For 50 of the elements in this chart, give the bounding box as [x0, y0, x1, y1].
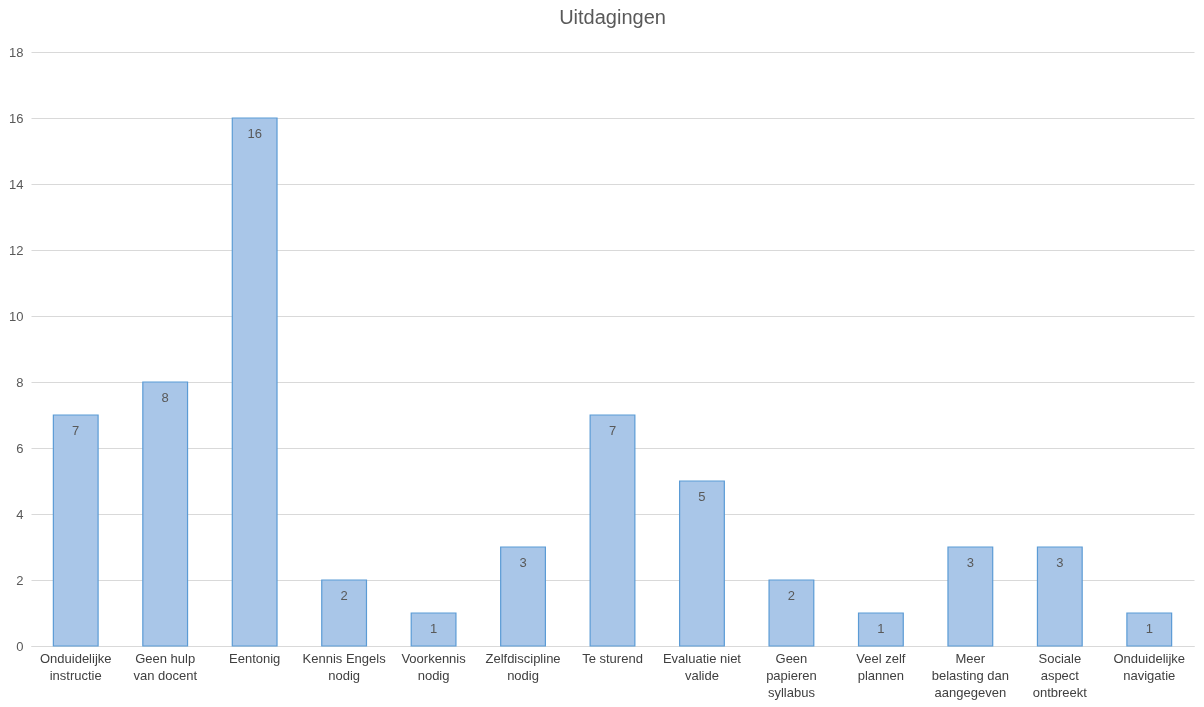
x-tick-label: Voorkennis nodig: [401, 650, 467, 683]
data-label: 8: [161, 390, 169, 405]
bar: [1126, 612, 1173, 647]
data-label: 2: [340, 588, 348, 603]
x-tick-label: Veel zelf plannen: [856, 650, 906, 683]
bar: [142, 381, 189, 647]
bar: [231, 117, 278, 647]
x-tick-label: Te sturend: [582, 650, 643, 666]
bar: [410, 612, 457, 647]
data-label: 3: [1056, 555, 1064, 570]
y-tick-label: 14: [9, 176, 24, 192]
y-tick-label: 4: [16, 506, 24, 522]
bar: [768, 579, 815, 647]
y-tick-label: 8: [16, 374, 24, 390]
bar: [500, 546, 546, 647]
bar: [857, 612, 904, 647]
y-tick-label: 6: [16, 440, 24, 456]
x-tick-label: Onduidelijke navigatie: [1113, 650, 1186, 683]
data-label: 1: [1145, 621, 1153, 636]
x-tick-label: Evaluatie niet valide: [662, 650, 742, 683]
data-label: 7: [608, 423, 617, 438]
y-tick-label: 10: [9, 308, 24, 324]
y-tick-label: 12: [9, 242, 24, 258]
x-tick-label: Sociale aspect ontbreekt: [1032, 650, 1088, 700]
data-label: 1: [429, 621, 438, 636]
x-tick-label: Eentonig: [228, 650, 281, 666]
chart-title: Uitdagingen: [559, 6, 666, 28]
x-tick-label: Meer belasting dan aangegeven: [931, 650, 1010, 700]
bar: [589, 414, 636, 647]
data-label: 3: [966, 555, 974, 570]
bar: [679, 480, 725, 647]
x-tick-label: Geen hulp van docent: [133, 650, 198, 683]
bar: [947, 546, 994, 647]
data-label: 3: [519, 555, 527, 570]
data-label: 16: [247, 126, 262, 141]
data-label: 2: [787, 588, 796, 603]
data-label: 7: [72, 423, 80, 438]
x-tick-label: Geen papieren syllabus: [766, 650, 817, 700]
y-tick-label: 16: [9, 110, 24, 126]
x-tick-label: Onduidelijke instructie: [39, 650, 112, 683]
bar: [52, 414, 99, 647]
data-label: 1: [877, 621, 885, 636]
bar: [321, 579, 368, 647]
bar: [1036, 546, 1083, 647]
x-tick-label: Zelfdiscipline nodig: [485, 650, 561, 683]
y-tick-label: 0: [16, 638, 24, 654]
y-tick-label: 2: [16, 572, 24, 588]
data-label: 5: [698, 489, 706, 504]
y-tick-label: 18: [9, 44, 24, 60]
x-tick-label: Kennis Engels nodig: [302, 650, 387, 683]
